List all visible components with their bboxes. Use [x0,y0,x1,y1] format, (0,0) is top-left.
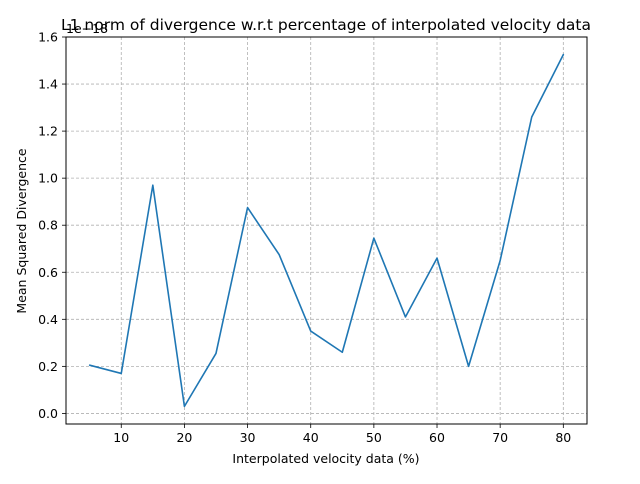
y-tick-label: 1.0 [38,171,58,186]
y-tick-label: 1.4 [38,77,58,92]
x-tick-label: 40 [303,430,319,445]
y-axis-label: Mean Squared Divergence [14,148,29,313]
y-tick-label: 0.4 [38,312,58,327]
x-tick-label: 20 [176,430,192,445]
y-tick-label: 0.6 [38,265,58,280]
y-tick-label: 1.2 [38,124,58,139]
y-tick-label: 0.2 [38,359,58,374]
x-tick-label: 50 [366,430,382,445]
x-axis-label: Interpolated velocity data (%) [232,451,419,466]
x-tick-label: 30 [240,430,256,445]
x-tick-label: 80 [555,430,571,445]
x-tick-label: 70 [492,430,508,445]
chart-title: L1 norm of divergence w.r.t percentage o… [61,16,591,34]
x-tick-label: 60 [429,430,445,445]
y-tick-label: 0.8 [38,218,58,233]
y-axis-offset-label: 1e−18 [66,21,108,36]
y-tick-label: 1.6 [38,30,58,45]
x-tick-label: 10 [113,430,129,445]
y-tick-label: 0.0 [38,406,58,421]
